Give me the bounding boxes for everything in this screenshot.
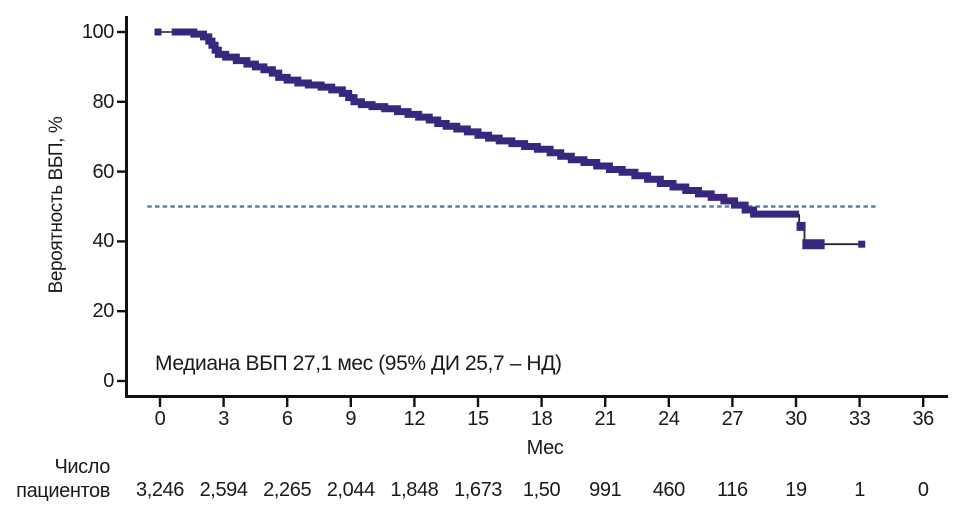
x-axis-title: Мес [526, 437, 564, 459]
y-tick-label: 0 [103, 370, 114, 392]
x-tick-label: 30 [785, 408, 807, 430]
risk-value: 0 [917, 479, 929, 501]
risk-value: 1 [854, 479, 865, 501]
curve-start-marker [154, 28, 162, 36]
y-tick-label: 20 [92, 300, 115, 323]
median-annotation: Медиана ВБП 27,1 мес (95% ДИ 25,7 – НД) [155, 352, 562, 375]
risk-value: 991 [589, 479, 622, 501]
x-tick-label: 0 [154, 408, 166, 430]
y-tick-label: 60 [92, 160, 115, 183]
y-tick-label: 100 [81, 21, 115, 43]
x-tick-label: 24 [658, 408, 680, 430]
y-axis-title: Вероятность ВБП, % [46, 116, 67, 294]
censor-box [796, 221, 806, 231]
x-tick-label: 12 [403, 408, 426, 430]
risk-value: 1,50 [522, 479, 561, 501]
risk-value: 116 [717, 479, 748, 501]
risk-table-label-line2: пациентов [16, 480, 110, 502]
risk-value: 1,673 [453, 479, 503, 501]
risk-value: 2,044 [326, 479, 375, 501]
y-tick-label: 80 [92, 90, 115, 113]
x-tick-label: 21 [594, 408, 616, 430]
risk-value: 19 [785, 479, 807, 501]
x-tick-label: 27 [721, 408, 744, 430]
risk-value: 2,594 [199, 479, 248, 501]
risk-table-label-line1: Число [54, 456, 110, 478]
x-tick-label: 18 [530, 408, 553, 430]
x-tick-label: 33 [848, 408, 871, 430]
risk-table-label: Число пациентов [0, 455, 110, 503]
km-curve [154, 28, 866, 250]
x-tick-label: 6 [281, 408, 293, 430]
curve-end-marker [858, 240, 866, 248]
y-tick-label: 40 [92, 230, 115, 253]
x-tick-label: 9 [345, 408, 357, 430]
x-tick-label: 36 [912, 408, 934, 430]
risk-value: 1,848 [390, 479, 439, 501]
risk-value: 3,246 [135, 479, 185, 501]
curve-main-band [171, 28, 800, 218]
x-tick-label: 15 [467, 408, 489, 430]
risk-value: 2,265 [263, 479, 312, 501]
risk-value: 460 [652, 479, 686, 501]
axes [117, 16, 948, 407]
x-tick-label: 3 [218, 408, 229, 430]
